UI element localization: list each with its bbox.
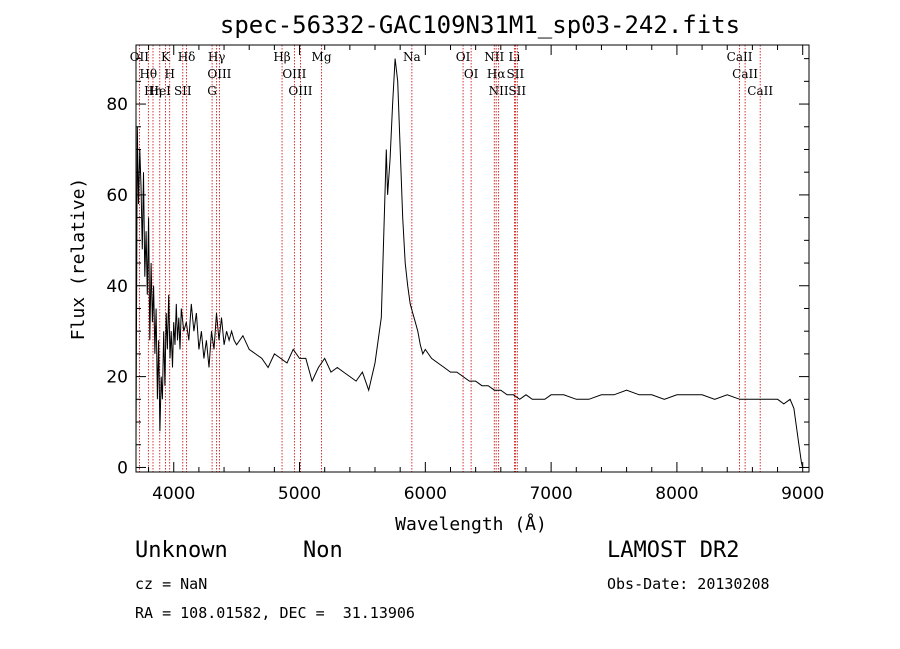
y-axis-ticks: 0 20 40 60 80 — [106, 58, 809, 478]
emission-line-label: Hγ — [208, 50, 226, 64]
y-tick-label: 80 — [106, 95, 128, 115]
emission-line-label: Hβ — [273, 50, 290, 64]
emission-line-label: CaII — [732, 67, 758, 81]
y-tick-label: 60 — [106, 186, 128, 206]
x-tick-label: 7000 — [529, 484, 572, 504]
obs-date: Obs-Date: 20130208 — [607, 575, 770, 593]
x-tick-label: 5000 — [278, 484, 321, 504]
spectrum-line — [135, 58, 804, 468]
x-axis-label: Wavelength (Å) — [395, 513, 547, 535]
y-tick-label: 40 — [106, 277, 128, 297]
object-class: Unknown — [135, 538, 228, 563]
emission-line-label: SII — [508, 84, 526, 98]
object-subclass: Non — [303, 538, 343, 563]
emission-line-label: Hδ — [178, 50, 196, 64]
x-tick-label: 9000 — [781, 484, 824, 504]
emission-line-label: G — [207, 84, 217, 98]
emission-line-markers — [138, 45, 761, 472]
emission-line-label: OI — [456, 50, 471, 64]
x-tick-label: 4000 — [152, 484, 195, 504]
emission-line-label: CaII — [727, 50, 753, 64]
emission-line-label: NII — [484, 50, 504, 64]
emission-line-label: Mg — [312, 50, 332, 64]
emission-line-label: NII — [489, 84, 509, 98]
coordinates: RA = 108.01582, DEC = 31.13906 — [135, 604, 415, 622]
chart-title: spec-56332-GAC109N31M1_sp03-242.fits — [220, 11, 740, 39]
plot-frame — [135, 44, 810, 473]
emission-line-label: HeI — [149, 84, 172, 98]
emission-line-label: Hη — [144, 84, 162, 98]
emission-line-label: OIII — [207, 67, 231, 81]
emission-line-label: SII — [507, 67, 525, 81]
emission-line-label: OII — [130, 50, 150, 64]
emission-line-label: Hα — [487, 67, 506, 81]
emission-line-label: Hθ — [139, 67, 157, 81]
x-tick-label: 8000 — [655, 484, 698, 504]
emission-line-label: OIII — [282, 67, 306, 81]
emission-line-label: OI — [464, 67, 479, 81]
x-axis-ticks: 4000 5000 6000 7000 8000 9000 — [148, 45, 824, 504]
y-tick-label: 20 — [106, 368, 128, 388]
survey-name: LAMOST DR2 — [607, 538, 740, 563]
emission-line-label: CaII — [747, 84, 773, 98]
x-tick-label: 6000 — [404, 484, 447, 504]
y-axis-label: Flux (relative) — [68, 178, 89, 341]
redshift-cz: cz = NaN — [135, 575, 208, 593]
emission-line-label: H — [164, 67, 174, 81]
emission-line-label: K — [161, 50, 171, 64]
emission-line-label: SII — [174, 84, 192, 98]
y-tick-label: 0 — [117, 458, 128, 478]
emission-line-label: Na — [403, 50, 421, 64]
emission-line-label: OIII — [288, 84, 312, 98]
emission-line-label: Li — [508, 50, 520, 64]
